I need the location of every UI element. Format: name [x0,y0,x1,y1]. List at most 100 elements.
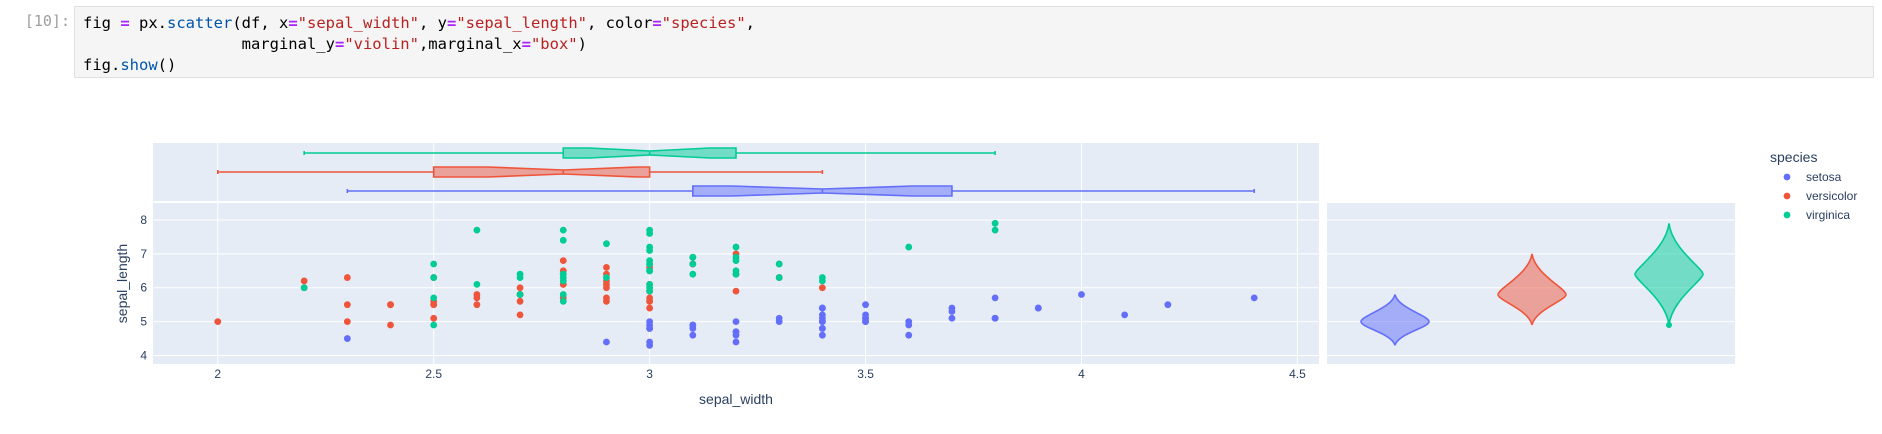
code-cell[interactable]: fig = px.scatter(df, x="sepal_width", y=… [74,6,1874,78]
x-tick-label: 3 [646,367,653,381]
data-point [516,311,524,319]
data-point [689,321,697,329]
data-point [991,226,999,234]
code-token: scatter [167,14,233,32]
x-axis-title: sepal_width [699,391,773,407]
data-point [775,318,783,326]
data-point [646,260,654,268]
code-token: = [652,14,662,32]
data-point [646,267,654,275]
data-point [343,318,351,326]
box-body [432,166,651,178]
x-tick-label: 2.5 [425,367,442,381]
data-point [559,297,567,305]
code-editor[interactable]: fig = px.scatter(df, x="sepal_width", y=… [75,7,1873,82]
data-point [1078,291,1085,298]
code-token: marginal_y [83,35,335,53]
data-point [818,304,826,312]
code-token: ,marginal_x [418,35,522,53]
x-tick-label: 4 [1078,367,1085,381]
code-line: fig = px.scatter(df, x="sepal_width", y=… [83,14,755,32]
data-point [430,294,438,302]
y-tick-label: 8 [140,213,147,227]
code-token: = [120,14,130,32]
box-versicolor [216,166,824,178]
data-point [430,260,438,268]
code-token: "species" [661,14,746,32]
legend-item-setosa[interactable]: setosa [1783,170,1842,184]
data-point [343,335,351,342]
data-point [1250,294,1258,302]
data-point [559,226,567,234]
data-point [387,321,394,329]
data-point [905,331,913,339]
legend-title: species [1770,149,1817,165]
code-token: (df, x [232,14,289,32]
data-point [430,274,438,281]
code-token: ) [577,35,587,53]
code-token: = [288,14,298,32]
data-point [905,321,913,329]
data-point [430,301,438,309]
code-token: "sepal_width" [297,14,419,32]
data-point [818,331,826,339]
legend-item-versicolor[interactable]: versicolor [1783,189,1858,203]
code-token: = [521,35,531,53]
data-point [603,294,610,302]
code-token: px. [129,14,167,32]
legend-item-virginica[interactable]: virginica [1783,208,1851,222]
data-point [905,243,913,251]
data-point [818,284,826,292]
data-point [862,301,869,309]
code-token: "violin" [344,35,419,53]
code-token: = [447,14,457,32]
code-token: show [120,56,158,74]
legend-marker [1783,173,1791,181]
data-point [646,338,654,346]
series-virginica [300,219,999,329]
data-point [732,287,740,295]
series-setosa [343,291,1258,349]
code-line: marginal_y="violin",marginal_x="box") [83,35,587,53]
data-point [559,257,567,265]
box-virginica [303,147,996,159]
data-point [646,226,654,234]
data-point [689,270,697,278]
y-tick-label: 6 [140,281,147,295]
x-tick-label: 2 [214,367,221,381]
data-point [689,253,697,261]
data-point [300,277,308,285]
data-point [991,219,999,227]
data-point [559,236,567,244]
data-point [603,338,610,346]
x-tick-label: 4.5 [1289,367,1306,381]
x-tick-label: 3.5 [857,367,874,381]
data-point [1164,301,1172,309]
data-point [603,274,610,281]
data-point [387,301,394,309]
data-point [603,264,610,271]
data-point [1034,304,1042,312]
data-point [818,325,826,332]
data-point [775,274,783,281]
code-token: fig [83,14,121,32]
code-token: , y [419,14,447,32]
code-token: "box" [530,35,578,53]
data-point [689,260,697,268]
code-token: fig. [83,56,121,74]
data-point [516,274,524,281]
violin-setosa [1360,294,1430,346]
data-point [214,318,222,326]
legend-label: setosa [1806,170,1842,184]
data-point [516,284,524,292]
data-point [948,314,956,322]
data-point [862,318,869,326]
data-point [732,331,740,339]
data-point [473,301,481,309]
code-token: , [745,14,756,32]
data-point [430,321,438,329]
data-point [516,291,524,298]
violin-versicolor [1497,253,1567,326]
data-point [559,291,567,298]
